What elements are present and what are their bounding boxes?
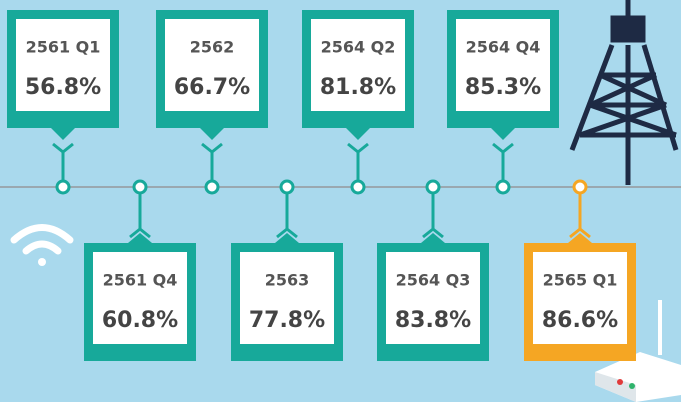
period-label: 2561 Q4 <box>103 271 178 290</box>
value-label: 85.3% <box>465 75 541 100</box>
timeline-dot <box>206 181 218 193</box>
value-label: 86.6% <box>542 308 618 333</box>
value-label: 60.8% <box>102 308 178 333</box>
period-label: 2564 Q4 <box>466 38 541 57</box>
period-label: 2561 Q1 <box>26 38 101 57</box>
period-label: 2562 <box>190 38 235 57</box>
timeline-dot <box>574 181 586 193</box>
value-label: 81.8% <box>320 75 396 100</box>
infographic: 2561 Q1 56.8% 2561 Q4 60.8% 2562 66.7% 2563 77.… <box>0 0 681 402</box>
timeline-dot <box>134 181 146 193</box>
period-label: 2565 Q1 <box>543 271 618 290</box>
timeline-dot <box>352 181 364 193</box>
timeline-dot <box>281 181 293 193</box>
timeline-dot <box>497 181 509 193</box>
period-label: 2564 Q2 <box>321 38 396 57</box>
timeline-dot <box>427 181 439 193</box>
value-label: 83.8% <box>395 308 471 333</box>
timeline-dot <box>57 181 69 193</box>
value-label: 77.8% <box>249 308 325 333</box>
value-label: 56.8% <box>25 75 101 100</box>
value-label: 66.7% <box>174 75 250 100</box>
period-label: 2563 <box>265 271 310 290</box>
period-label: 2564 Q3 <box>396 271 471 290</box>
